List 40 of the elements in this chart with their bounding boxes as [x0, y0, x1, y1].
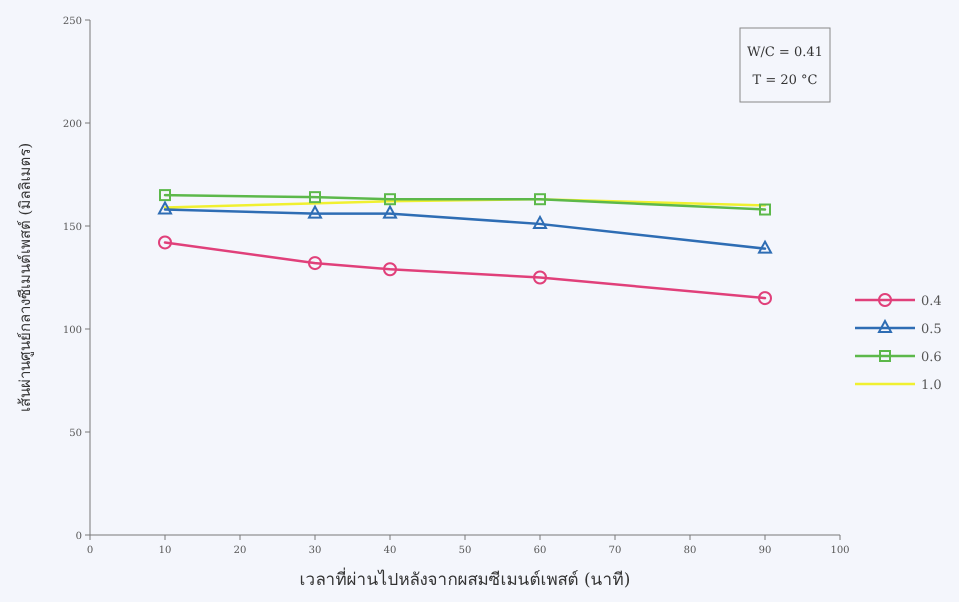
- point: [534, 193, 546, 206]
- x-tick-label: 50: [458, 545, 472, 556]
- x-tick-label: 0: [86, 545, 94, 556]
- x-tick-label: 100: [830, 545, 850, 556]
- point: [308, 206, 322, 219]
- y-axis-title: เส้นผ่านศูนย์กลางซีเมนต์เพสต์ (มิลลิเมตร): [16, 142, 34, 412]
- x-tick-label: 10: [158, 545, 172, 556]
- legend-label: 1.0: [921, 378, 942, 393]
- x-axis-title: เวลาที่ผ่านไปหลังจากผสมซีเมนต์เพสต์ (นาที): [300, 567, 630, 590]
- x-tick-label: 40: [384, 545, 396, 556]
- y-tick-label: 0: [76, 531, 82, 542]
- x-tick-label: 70: [608, 545, 622, 556]
- y-tick-label: 100: [62, 325, 82, 336]
- y-tick-label: 250: [62, 16, 82, 27]
- point: [158, 235, 172, 250]
- x-tick-label: 60: [534, 545, 546, 556]
- y-tick-label: 200: [62, 119, 82, 130]
- point: [384, 193, 396, 206]
- point: [309, 191, 321, 204]
- point: [758, 291, 772, 306]
- legend-label: 0.6: [921, 350, 942, 365]
- annotation: T = 20 °C: [752, 73, 818, 88]
- annotation: W/C = 0.41: [747, 45, 823, 60]
- point: [158, 202, 172, 215]
- x-tick-label: 80: [684, 545, 696, 556]
- point: [758, 240, 772, 254]
- point: [383, 206, 397, 219]
- y-tick-label: 50: [69, 428, 82, 439]
- y-tick-label: 150: [62, 222, 82, 233]
- point: [308, 256, 322, 270]
- x-tick-label: 90: [758, 545, 772, 556]
- x-tick-label: 30: [308, 545, 322, 556]
- point: [383, 262, 397, 276]
- point: [759, 204, 771, 216]
- legend-label: 0.4: [921, 294, 942, 309]
- point: [159, 189, 171, 202]
- point: [533, 270, 547, 284]
- point: [533, 216, 547, 229]
- x-tick-label: 20: [234, 545, 246, 556]
- legend-label: 0.5: [921, 322, 942, 337]
